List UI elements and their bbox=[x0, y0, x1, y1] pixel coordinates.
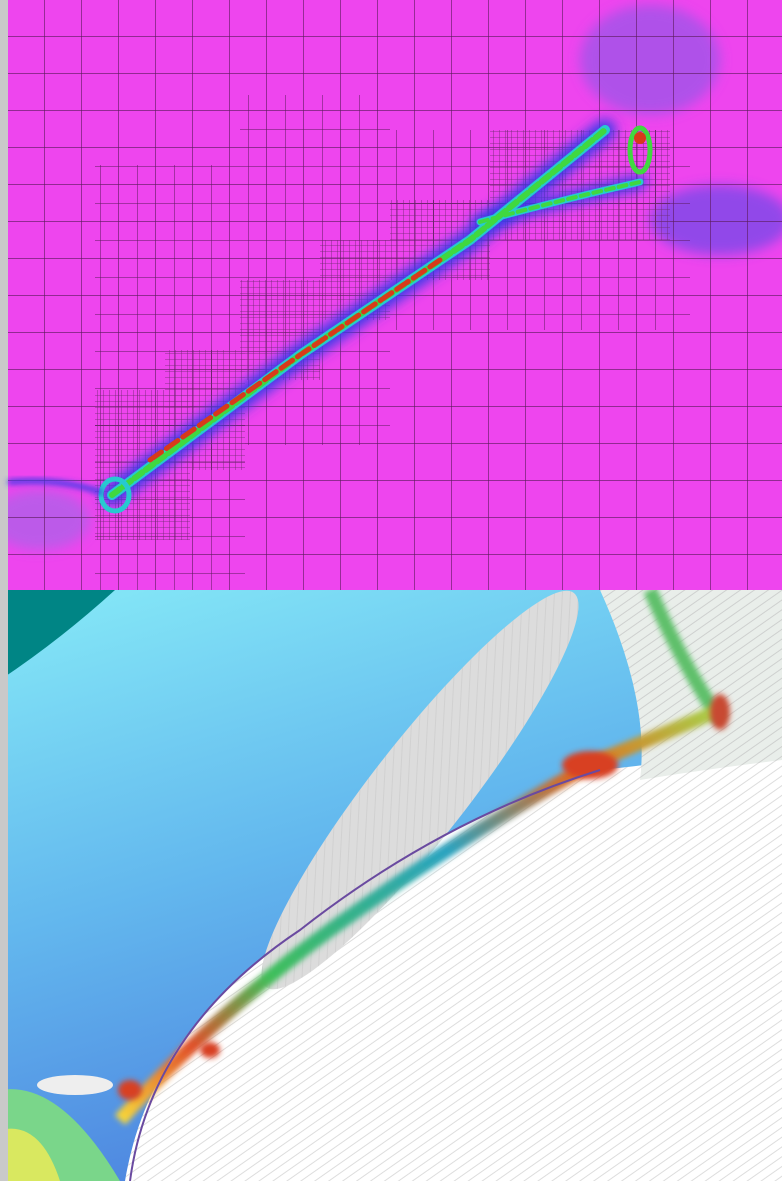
amr-panel bbox=[0, 0, 782, 590]
flow-panel bbox=[0, 590, 782, 1181]
